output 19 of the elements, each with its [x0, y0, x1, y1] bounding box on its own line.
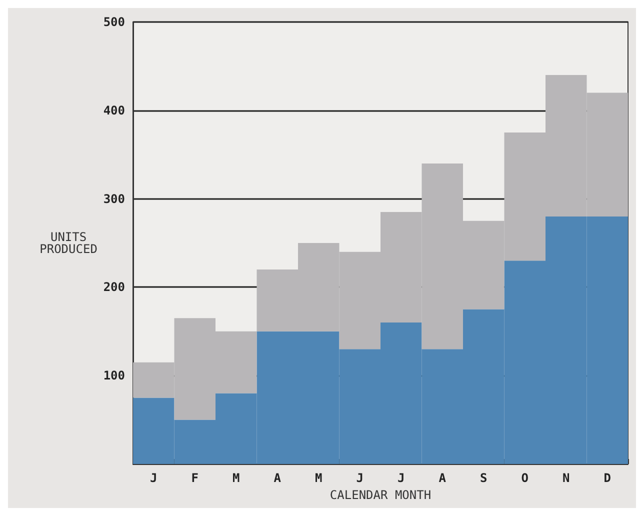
x-tick-label: A [274, 471, 282, 485]
x-tick-label: S [480, 471, 488, 485]
x-tick-label: A [438, 471, 447, 485]
x-tick-label: O [521, 471, 528, 485]
y-tick-label: 500 [103, 15, 125, 29]
y-tick-label: 200 [103, 280, 125, 294]
x-tick-label: M [232, 471, 240, 485]
y-tick-label: 100 [103, 368, 125, 383]
y-tick-label: 300 [103, 192, 125, 206]
x-axis-title: CALENDAR MONTH [330, 488, 432, 502]
x-tick-label: N [562, 471, 570, 485]
x-tick-label: M [315, 471, 322, 485]
x-tick-label: F [191, 471, 198, 485]
y-tick-label: 400 [103, 103, 125, 118]
y-axis-title: UNITS PRODUCED [40, 230, 98, 256]
x-tick-label: J [356, 471, 364, 485]
x-tick-label: J [398, 471, 405, 485]
x-tick-label: J [150, 471, 158, 485]
x-tick-label: D [604, 471, 611, 485]
